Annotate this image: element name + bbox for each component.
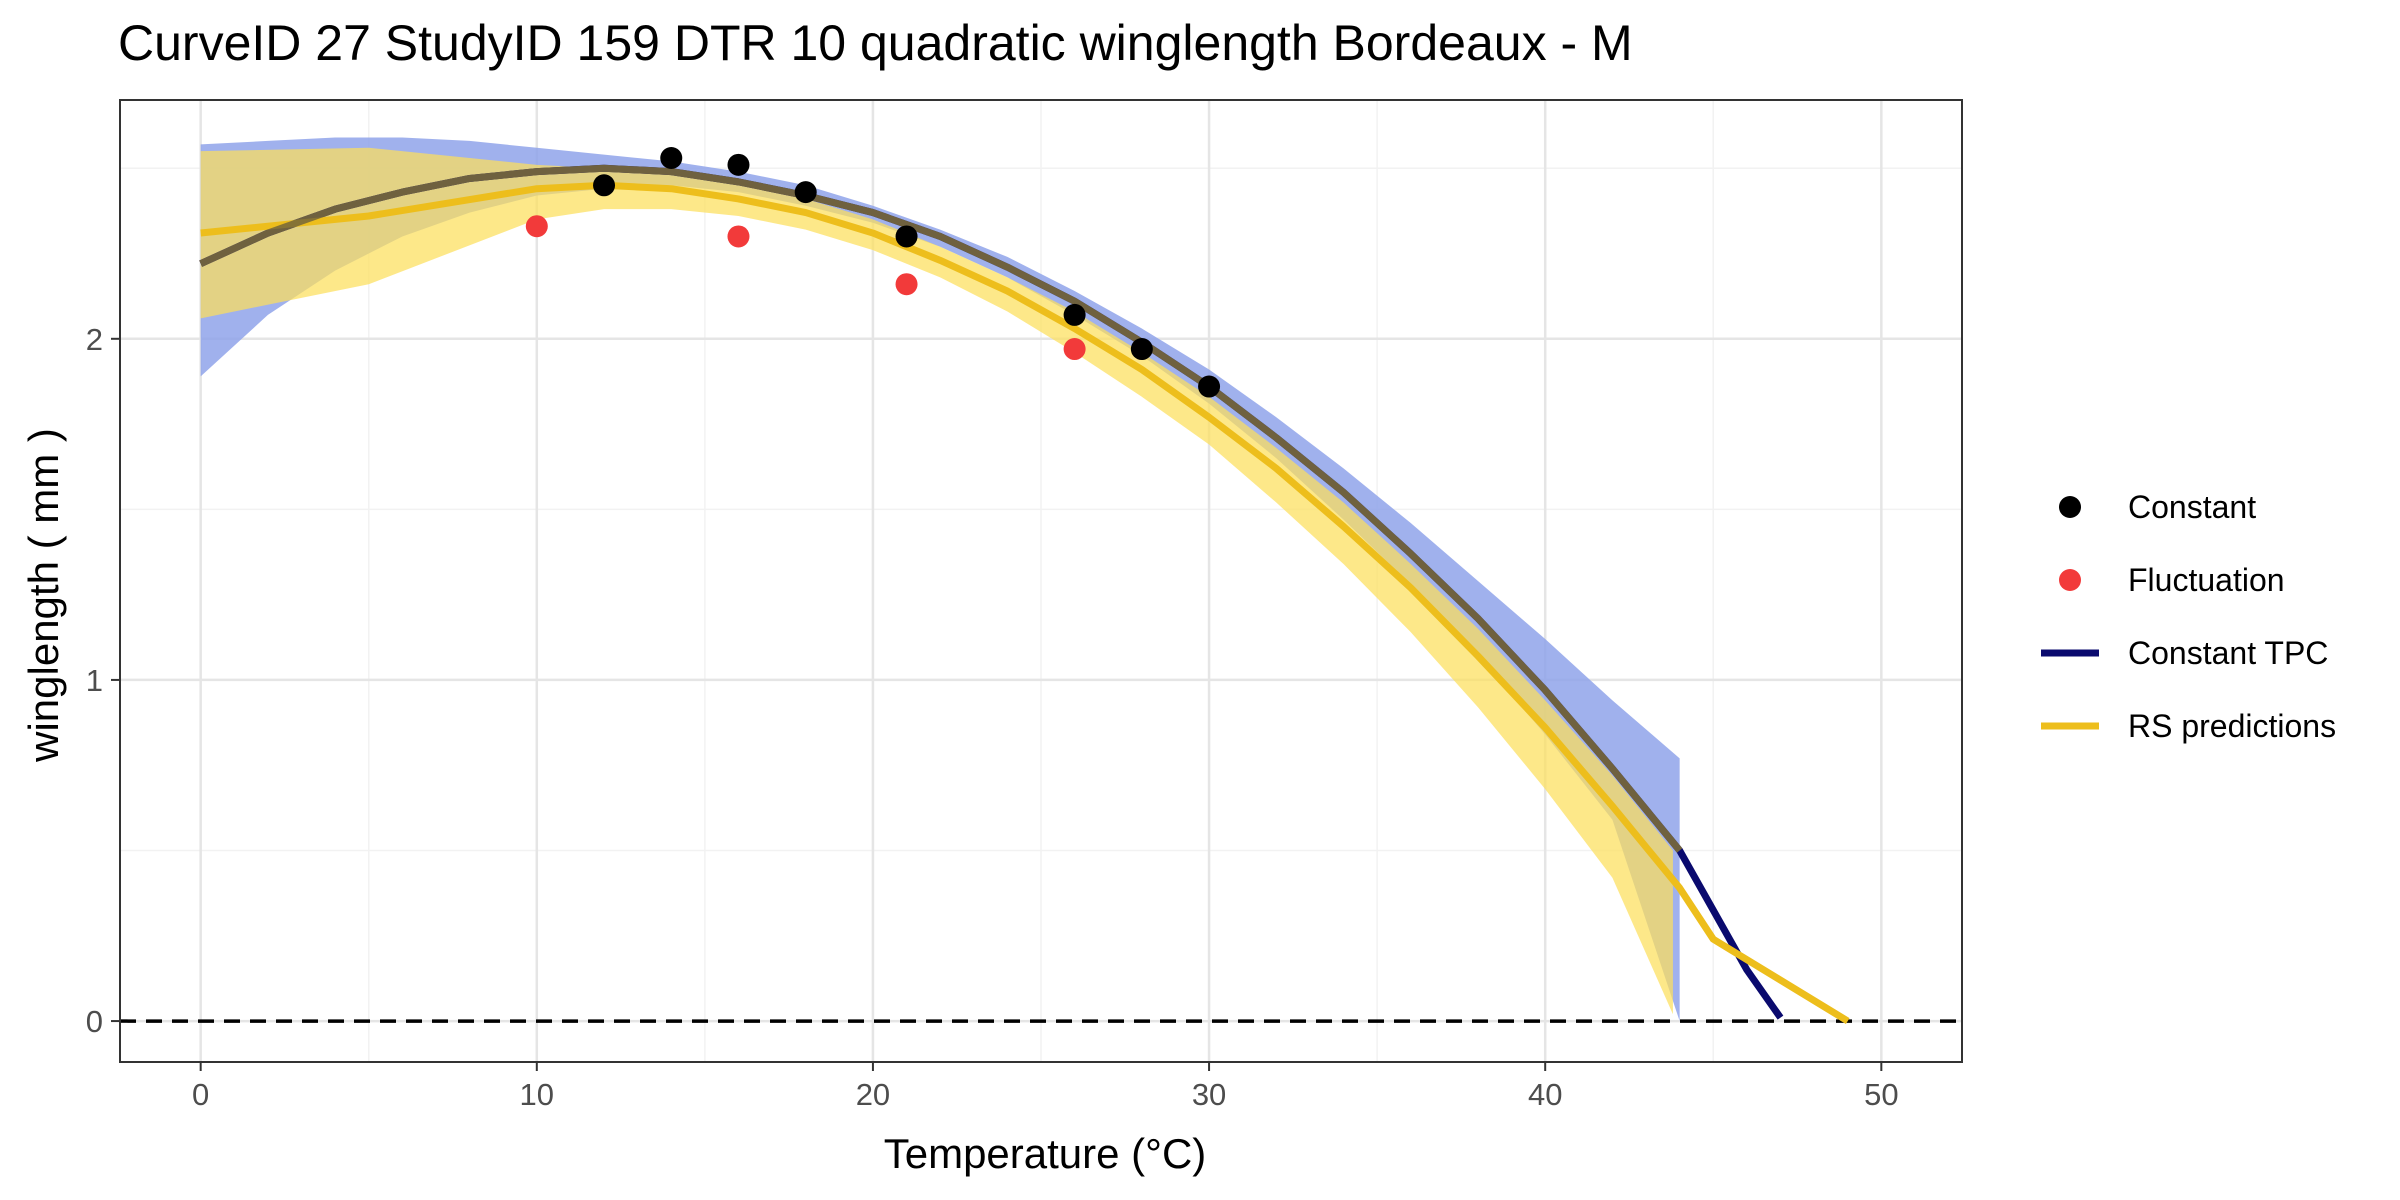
constant-point <box>660 146 683 169</box>
legend-label: RS predictions <box>2128 708 2336 744</box>
legend-label: Constant <box>2128 489 2256 525</box>
x-tick-label: 20 <box>856 1077 890 1112</box>
constant-point <box>1130 338 1153 361</box>
confidence-bands <box>200 137 1680 1022</box>
x-tick-label: 40 <box>1528 1077 1562 1112</box>
y-axis-title: winglength ( mm ) <box>20 428 67 763</box>
constant-point <box>895 225 918 248</box>
constant-point <box>1063 303 1086 326</box>
constant-point <box>727 153 750 176</box>
constant-tpc-line-overlap <box>199 164 1683 853</box>
legend-key-fluctuation <box>2059 569 2081 591</box>
x-tick-label: 30 <box>1192 1077 1226 1112</box>
data-points <box>525 146 1221 398</box>
rs-predictions-line <box>200 181 1850 1025</box>
x-tick-label: 0 <box>192 1077 209 1112</box>
constant-point <box>593 174 616 197</box>
fluctuation-point <box>895 273 918 296</box>
curves <box>120 164 1962 1025</box>
x-axis-title: Temperature (°C) <box>884 1130 1207 1177</box>
legend-label: Fluctuation <box>2128 562 2285 598</box>
fluctuation-point <box>1063 338 1086 361</box>
constant-point <box>794 181 817 204</box>
fluctuation-point <box>727 225 750 248</box>
legend-key-constant <box>2059 496 2081 518</box>
x-tick-label: 10 <box>520 1077 554 1112</box>
y-tick-label: 2 <box>86 322 103 357</box>
rs-predictions-band <box>200 147 1673 1015</box>
legend-label: Constant TPC <box>2128 635 2328 671</box>
x-axis-ticks: 0 10 20 30 40 50 <box>192 1062 1899 1112</box>
x-tick-label: 50 <box>1864 1077 1898 1112</box>
y-tick-label: 1 <box>86 663 103 698</box>
y-tick-label: 0 <box>86 1004 103 1039</box>
legend: Constant Fluctuation Constant TPC RS predic… <box>2041 489 2336 744</box>
constant-point <box>1198 375 1221 398</box>
fluctuation-point <box>525 215 548 238</box>
y-axis-ticks: 0 1 2 <box>86 322 120 1039</box>
plot-panel-border <box>119 99 1963 1063</box>
chart-title: CurveID 27 StudyID 159 DTR 10 quadratic … <box>118 15 1633 71</box>
